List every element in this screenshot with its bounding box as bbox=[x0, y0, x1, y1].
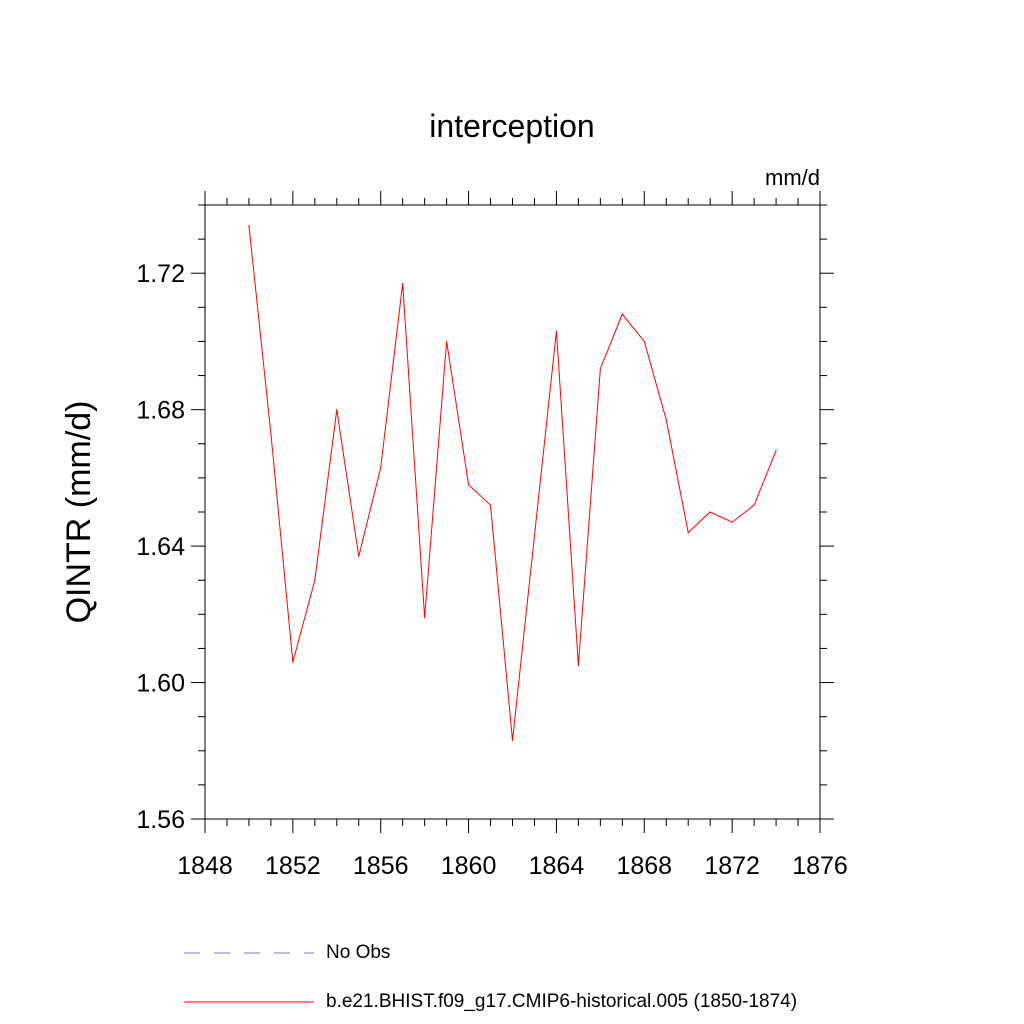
y-tick-label: 1.72 bbox=[136, 260, 185, 288]
data-point bbox=[314, 579, 316, 581]
data-point bbox=[380, 467, 382, 469]
data-point bbox=[775, 450, 777, 452]
data-point bbox=[511, 739, 514, 742]
data-point bbox=[446, 340, 448, 343]
data-point bbox=[731, 521, 733, 523]
data-point bbox=[424, 617, 426, 619]
series-line bbox=[248, 225, 777, 741]
x-tick-label: 1876 bbox=[792, 852, 848, 880]
data-point bbox=[467, 484, 470, 486]
legend-item-model: b.e21.BHIST.f09_g17.CMIP6-historical.005… bbox=[184, 990, 797, 1014]
data-point bbox=[555, 330, 558, 332]
legend-swatch-solid bbox=[184, 1001, 314, 1003]
data-point bbox=[270, 432, 272, 435]
data-point bbox=[599, 368, 601, 370]
y-tick-label: 1.60 bbox=[136, 670, 185, 698]
legend-item-no-obs: No Obs bbox=[184, 941, 390, 965]
data-point bbox=[336, 409, 338, 411]
legend-label-model: b.e21.BHIST.f09_g17.CMIP6-historical.005… bbox=[326, 991, 798, 1012]
data-point bbox=[709, 511, 711, 513]
chart-title: interception bbox=[429, 108, 594, 144]
legend-swatch-dashed bbox=[184, 952, 314, 954]
x-tick-label: 1852 bbox=[265, 852, 321, 880]
data-point bbox=[489, 504, 492, 506]
data-point bbox=[248, 224, 250, 227]
y-tick-label: 1.56 bbox=[136, 806, 185, 834]
data-point bbox=[533, 535, 536, 537]
data-point bbox=[577, 664, 579, 667]
x-tick-label: 1868 bbox=[616, 852, 672, 880]
y-tick-label: 1.64 bbox=[136, 533, 185, 561]
x-tick-label: 1856 bbox=[353, 852, 409, 880]
data-point bbox=[621, 313, 623, 315]
data-point bbox=[665, 419, 667, 421]
x-tick-label: 1872 bbox=[704, 852, 760, 880]
data-point bbox=[753, 504, 755, 506]
units-label: mm/d bbox=[765, 165, 820, 190]
x-tick-label: 1848 bbox=[177, 852, 233, 880]
data-point bbox=[687, 531, 689, 534]
x-tick-label: 1864 bbox=[529, 852, 585, 880]
x-tick-label: 1860 bbox=[441, 852, 497, 880]
axis-ticks bbox=[191, 191, 834, 833]
data-point bbox=[358, 555, 360, 557]
data-point bbox=[402, 282, 404, 285]
data-point bbox=[292, 661, 294, 663]
plot-frame bbox=[204, 204, 821, 820]
tick-labels: 1848 1852 1856 1860 1864 1868 1872 1876 1.56 1.60… bbox=[136, 260, 847, 880]
y-axis-label: QINTR (mm/d) bbox=[60, 401, 98, 624]
series-layer bbox=[248, 224, 777, 742]
legend-label-no-obs: No Obs bbox=[326, 942, 391, 963]
data-point bbox=[643, 340, 645, 343]
y-tick-label: 1.68 bbox=[136, 397, 185, 425]
